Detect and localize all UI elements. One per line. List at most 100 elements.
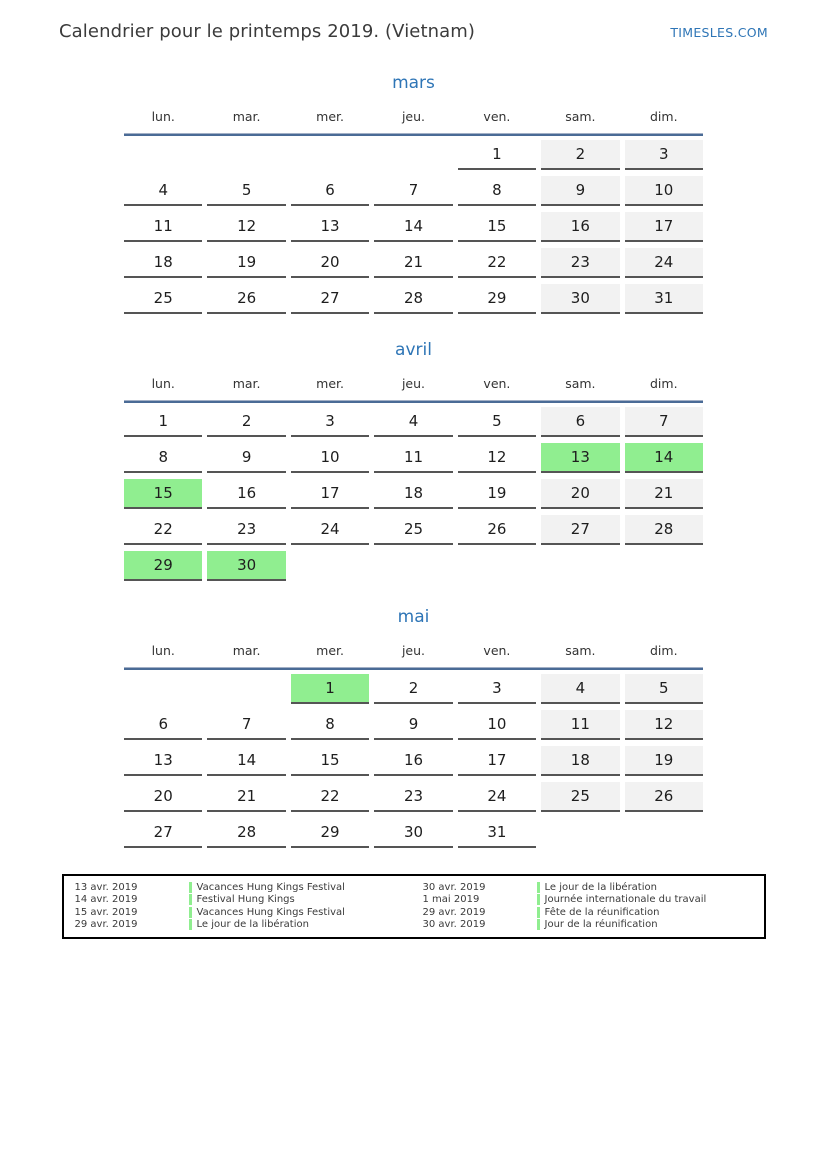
day-cell: 21 bbox=[374, 248, 453, 278]
legend-entry: 14 avr. 2019 Festival Hung Kings bbox=[64, 894, 412, 907]
empty-cell bbox=[374, 140, 452, 170]
day-cell: 7 bbox=[374, 176, 453, 206]
holiday-marker-icon bbox=[536, 881, 540, 893]
legend-entry-name: Le jour de la libération bbox=[196, 919, 309, 931]
legend-entry-name: Vacances Hung Kings Festival bbox=[196, 881, 345, 893]
calendar-months: mars lun. mar. mer. jeu. ven. sam. dim. 1 2 3 4 5 6 7 8… bbox=[59, 73, 768, 848]
day-cell: 25 bbox=[124, 284, 203, 314]
weekday-label: dim. bbox=[650, 643, 678, 658]
legend-entry-name: Festival Hung Kings bbox=[196, 894, 295, 906]
day-cell: 9 bbox=[541, 176, 620, 206]
day-cell: 5 bbox=[457, 407, 537, 437]
legend-entry: 30 avr. 2019 Jour de la réunification bbox=[412, 919, 764, 932]
legend-entry: 29 avr. 2019 Le jour de la libération bbox=[64, 919, 412, 932]
day-cell: 17 bbox=[290, 479, 370, 509]
weekday-label: mar. bbox=[232, 109, 261, 124]
legend-grid: 13 avr. 2019 Vacances Hung Kings Festival… bbox=[64, 881, 764, 931]
day-cell: 24 bbox=[624, 248, 703, 278]
legend-entry: 1 mai 2019 Journée internationale du trav… bbox=[412, 894, 764, 907]
empty-cell bbox=[541, 818, 619, 848]
day-cell: 29 bbox=[290, 818, 370, 848]
month-grid-mai: 1 2 3 4 5 6 7 8 9 10 11 12 13 14 15 16 17 18 19 20 21 22 23 24 2… bbox=[124, 674, 703, 848]
day-cell: 4 bbox=[124, 176, 203, 206]
day-cell: 30 bbox=[374, 818, 453, 848]
day-cell: 1 bbox=[124, 407, 203, 437]
legend-entry-name: Vacances Hung Kings Festival bbox=[196, 906, 345, 918]
day-cell: 18 bbox=[374, 479, 453, 509]
month-avril: avril lun. mar. mer. jeu. ven. sam. dim. 1 2 3 4 5 6 7… bbox=[124, 340, 703, 581]
day-cell: 28 bbox=[207, 818, 286, 848]
legend-entry-date: 13 avr. 2019 bbox=[74, 881, 138, 893]
empty-cell bbox=[124, 674, 202, 704]
day-cell: 22 bbox=[290, 782, 370, 812]
empty-cell bbox=[374, 551, 452, 581]
weekday-header-row: lun. mar. mer. jeu. ven. sam. dim. bbox=[124, 376, 703, 391]
day-cell: 2 bbox=[207, 407, 286, 437]
day-cell: 17 bbox=[457, 746, 537, 776]
day-cell: 14 bbox=[624, 443, 703, 473]
day-cell: 22 bbox=[457, 248, 537, 278]
day-cell: 13 bbox=[124, 746, 203, 776]
weekday-label: sam. bbox=[565, 109, 596, 124]
holiday-marker-icon bbox=[188, 919, 192, 931]
weekday-label: ven. bbox=[483, 109, 511, 124]
day-cell: 1 bbox=[457, 140, 537, 170]
holiday-marker-icon bbox=[536, 906, 540, 918]
empty-cell bbox=[207, 674, 285, 704]
day-cell: 15 bbox=[290, 746, 370, 776]
day-cell: 28 bbox=[624, 515, 703, 545]
day-cell: 21 bbox=[624, 479, 703, 509]
holiday-marker-icon bbox=[536, 919, 540, 931]
day-cell: 11 bbox=[541, 710, 620, 740]
day-cell: 19 bbox=[457, 479, 537, 509]
day-cell: 23 bbox=[374, 782, 453, 812]
day-cell: 28 bbox=[374, 284, 453, 314]
day-cell: 8 bbox=[124, 443, 203, 473]
day-cell: 7 bbox=[624, 407, 703, 437]
weekday-label: mer. bbox=[316, 643, 344, 658]
day-cell: 22 bbox=[124, 515, 203, 545]
day-cell: 9 bbox=[207, 443, 286, 473]
day-cell: 19 bbox=[207, 248, 286, 278]
day-cell: 31 bbox=[457, 818, 537, 848]
weekday-label: mer. bbox=[316, 109, 344, 124]
month-grid-avril: 1 2 3 4 5 6 7 8 9 10 11 12 13 14 15 16 17 18 19 20 21 22 23 24 2… bbox=[124, 407, 703, 581]
holiday-marker-icon bbox=[536, 894, 540, 906]
weekday-label: dim. bbox=[650, 109, 678, 124]
holiday-marker-icon bbox=[188, 894, 192, 906]
day-cell: 3 bbox=[624, 140, 703, 170]
empty-cell bbox=[625, 551, 703, 581]
day-cell: 17 bbox=[624, 212, 703, 242]
empty-cell bbox=[124, 140, 202, 170]
site-link[interactable]: TIMESLES.COM bbox=[670, 25, 768, 40]
day-cell: 12 bbox=[457, 443, 537, 473]
day-cell: 2 bbox=[541, 140, 620, 170]
day-cell: 23 bbox=[541, 248, 620, 278]
day-cell: 4 bbox=[374, 407, 453, 437]
weekday-label: mar. bbox=[232, 376, 261, 391]
day-cell: 3 bbox=[290, 407, 370, 437]
page-title: Calendrier pour le printemps 2019. (Viet… bbox=[59, 21, 476, 42]
month-mai: mai lun. mar. mer. jeu. ven. sam. dim. 1 2 3 4 5 6 7 8 9… bbox=[124, 607, 703, 848]
legend-entry-date: 15 avr. 2019 bbox=[74, 906, 138, 918]
day-cell: 13 bbox=[290, 212, 370, 242]
legend-entry-date: 29 avr. 2019 bbox=[74, 919, 138, 931]
legend-entry: 15 avr. 2019 Vacances Hung Kings Festival bbox=[64, 906, 412, 919]
day-cell: 29 bbox=[124, 551, 203, 581]
weekday-label: lun. bbox=[151, 376, 175, 391]
empty-cell bbox=[625, 818, 703, 848]
day-cell: 9 bbox=[374, 710, 453, 740]
holiday-legend: 13 avr. 2019 Vacances Hung Kings Festival… bbox=[61, 874, 766, 939]
weekday-label: lun. bbox=[151, 643, 175, 658]
holiday-marker-icon bbox=[188, 906, 192, 918]
empty-cell bbox=[207, 140, 285, 170]
day-cell: 10 bbox=[624, 176, 703, 206]
empty-cell bbox=[291, 140, 369, 170]
day-cell: 7 bbox=[207, 710, 286, 740]
day-cell: 13 bbox=[541, 443, 620, 473]
legend-entry-name: Journée internationale du travail bbox=[544, 894, 707, 906]
day-cell: 26 bbox=[624, 782, 703, 812]
month-header-line bbox=[124, 133, 703, 136]
day-cell: 27 bbox=[290, 284, 370, 314]
